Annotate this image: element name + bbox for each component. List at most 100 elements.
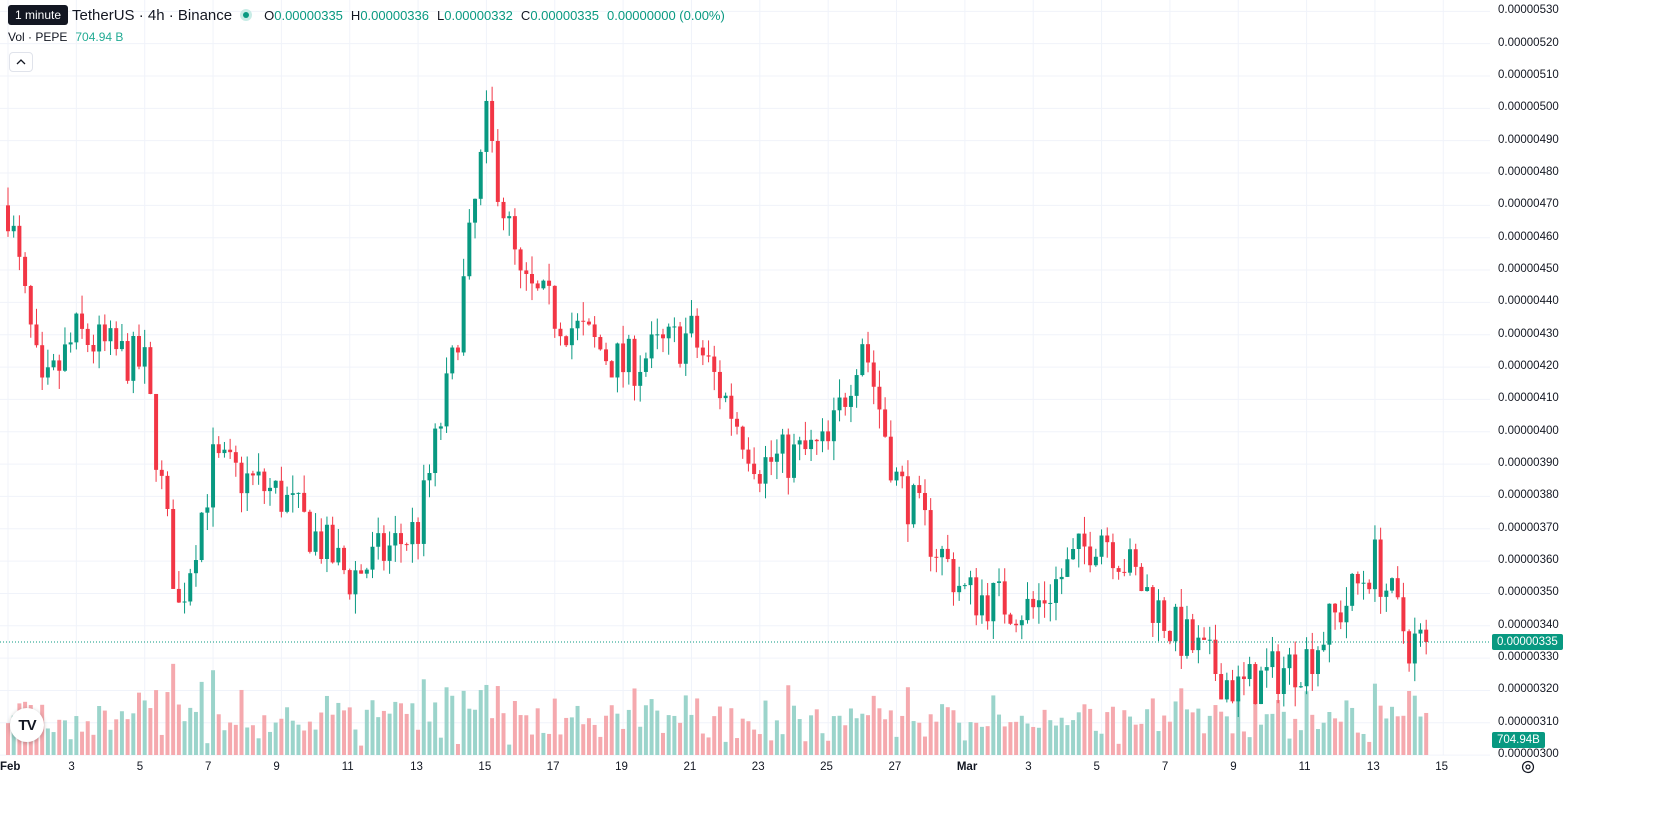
candle-body xyxy=(1372,539,1377,590)
candle xyxy=(1088,531,1093,573)
time-tick-label: 5 xyxy=(136,761,144,773)
candle-body xyxy=(85,328,90,345)
price-tick-label: 0.00000370 xyxy=(1498,521,1559,534)
candle xyxy=(501,197,506,231)
volume-bar xyxy=(256,738,261,755)
volume-bar xyxy=(757,734,762,755)
candle-body xyxy=(934,556,939,558)
candle xyxy=(695,308,700,359)
candle xyxy=(1213,624,1218,682)
candle-body xyxy=(239,462,244,494)
candle xyxy=(712,345,717,391)
candle xyxy=(353,561,358,614)
volume-label[interactable]: Vol · PEPE xyxy=(8,30,68,44)
volume-bar xyxy=(803,741,808,755)
volume-bar xyxy=(1241,731,1246,755)
candle xyxy=(1338,600,1343,630)
chevron-up-icon xyxy=(16,59,26,65)
candle xyxy=(1270,636,1275,678)
candle-body xyxy=(1361,582,1366,584)
candle xyxy=(655,318,660,350)
candle xyxy=(729,383,734,436)
candle xyxy=(245,456,250,511)
volume-bar xyxy=(1099,733,1104,755)
candle xyxy=(769,440,774,476)
candle xyxy=(1378,527,1383,614)
volume-bar xyxy=(1412,695,1417,755)
candle xyxy=(199,512,204,563)
candle-body xyxy=(444,373,449,427)
candle xyxy=(1059,568,1064,595)
candle xyxy=(1333,603,1338,630)
candle xyxy=(928,498,933,572)
volume-bar xyxy=(285,707,290,755)
candle-body xyxy=(290,493,295,495)
volume-bar xyxy=(1344,700,1349,755)
volume-bar xyxy=(888,710,893,755)
candle-body xyxy=(1281,668,1286,694)
candle-body xyxy=(1395,578,1400,598)
symbol-title[interactable]: TetherUS · 4h · Binance xyxy=(72,6,233,24)
low-key: L xyxy=(437,7,445,23)
change-value: 0.00000000 (0.00%) xyxy=(607,7,725,23)
volume-bar xyxy=(672,715,677,755)
volume-bar xyxy=(484,684,489,755)
volume-bar xyxy=(154,690,159,755)
candle xyxy=(1196,625,1201,664)
candle-body xyxy=(911,485,916,525)
volume-bar xyxy=(1162,715,1167,755)
volume-bar xyxy=(404,713,409,755)
price-tick-label: 0.00000420 xyxy=(1498,360,1559,373)
volume-bar xyxy=(683,695,688,755)
candle-body xyxy=(1190,619,1195,651)
candle-body xyxy=(797,440,802,445)
market-status-icon[interactable] xyxy=(240,9,253,21)
volume-bar xyxy=(1219,711,1224,755)
candle-body xyxy=(256,471,261,476)
candle xyxy=(586,318,591,326)
volume-bar xyxy=(752,729,757,755)
candle-body xyxy=(621,343,626,373)
candle-body xyxy=(450,347,455,374)
candle-body xyxy=(774,453,779,462)
time-tick-label: 23 xyxy=(751,761,765,773)
volume-bar xyxy=(313,729,318,755)
time-tick-label: 15 xyxy=(478,761,492,773)
volume-bar xyxy=(137,692,141,755)
volume-bar xyxy=(700,733,705,755)
volume-bar xyxy=(319,712,324,755)
candle-body xyxy=(854,375,859,396)
candle xyxy=(176,571,181,603)
tradingview-logo[interactable]: TV xyxy=(10,708,44,742)
price-tick-label: 0.00000430 xyxy=(1498,327,1559,340)
candle xyxy=(182,582,187,614)
candle-body xyxy=(1253,664,1258,705)
collapse-legend-button[interactable] xyxy=(9,52,33,72)
candle-body xyxy=(666,326,671,339)
candle xyxy=(1150,584,1155,637)
legend: 1 minute TetherUS · 4h · Binance O 0.000… xyxy=(8,4,733,26)
candle xyxy=(256,453,261,485)
candle xyxy=(592,316,597,348)
candle-body xyxy=(809,439,814,450)
candle xyxy=(1036,583,1041,624)
volume-bar xyxy=(774,720,779,755)
candle-body xyxy=(1150,587,1155,623)
candle xyxy=(1002,568,1007,624)
gear-icon[interactable] xyxy=(1520,759,1536,775)
candle xyxy=(763,445,768,499)
candle-body xyxy=(1002,581,1007,615)
volume-bar xyxy=(1179,688,1184,755)
volume-bar xyxy=(586,718,591,755)
candle-body xyxy=(615,343,620,378)
candle xyxy=(1327,603,1332,663)
candle xyxy=(746,437,751,472)
volume-bar xyxy=(1321,722,1326,755)
candle-body xyxy=(1247,664,1252,680)
volume-bar xyxy=(791,705,796,755)
volume-bar xyxy=(1196,708,1201,755)
candle-body xyxy=(233,452,238,463)
volume-bar xyxy=(547,733,552,755)
